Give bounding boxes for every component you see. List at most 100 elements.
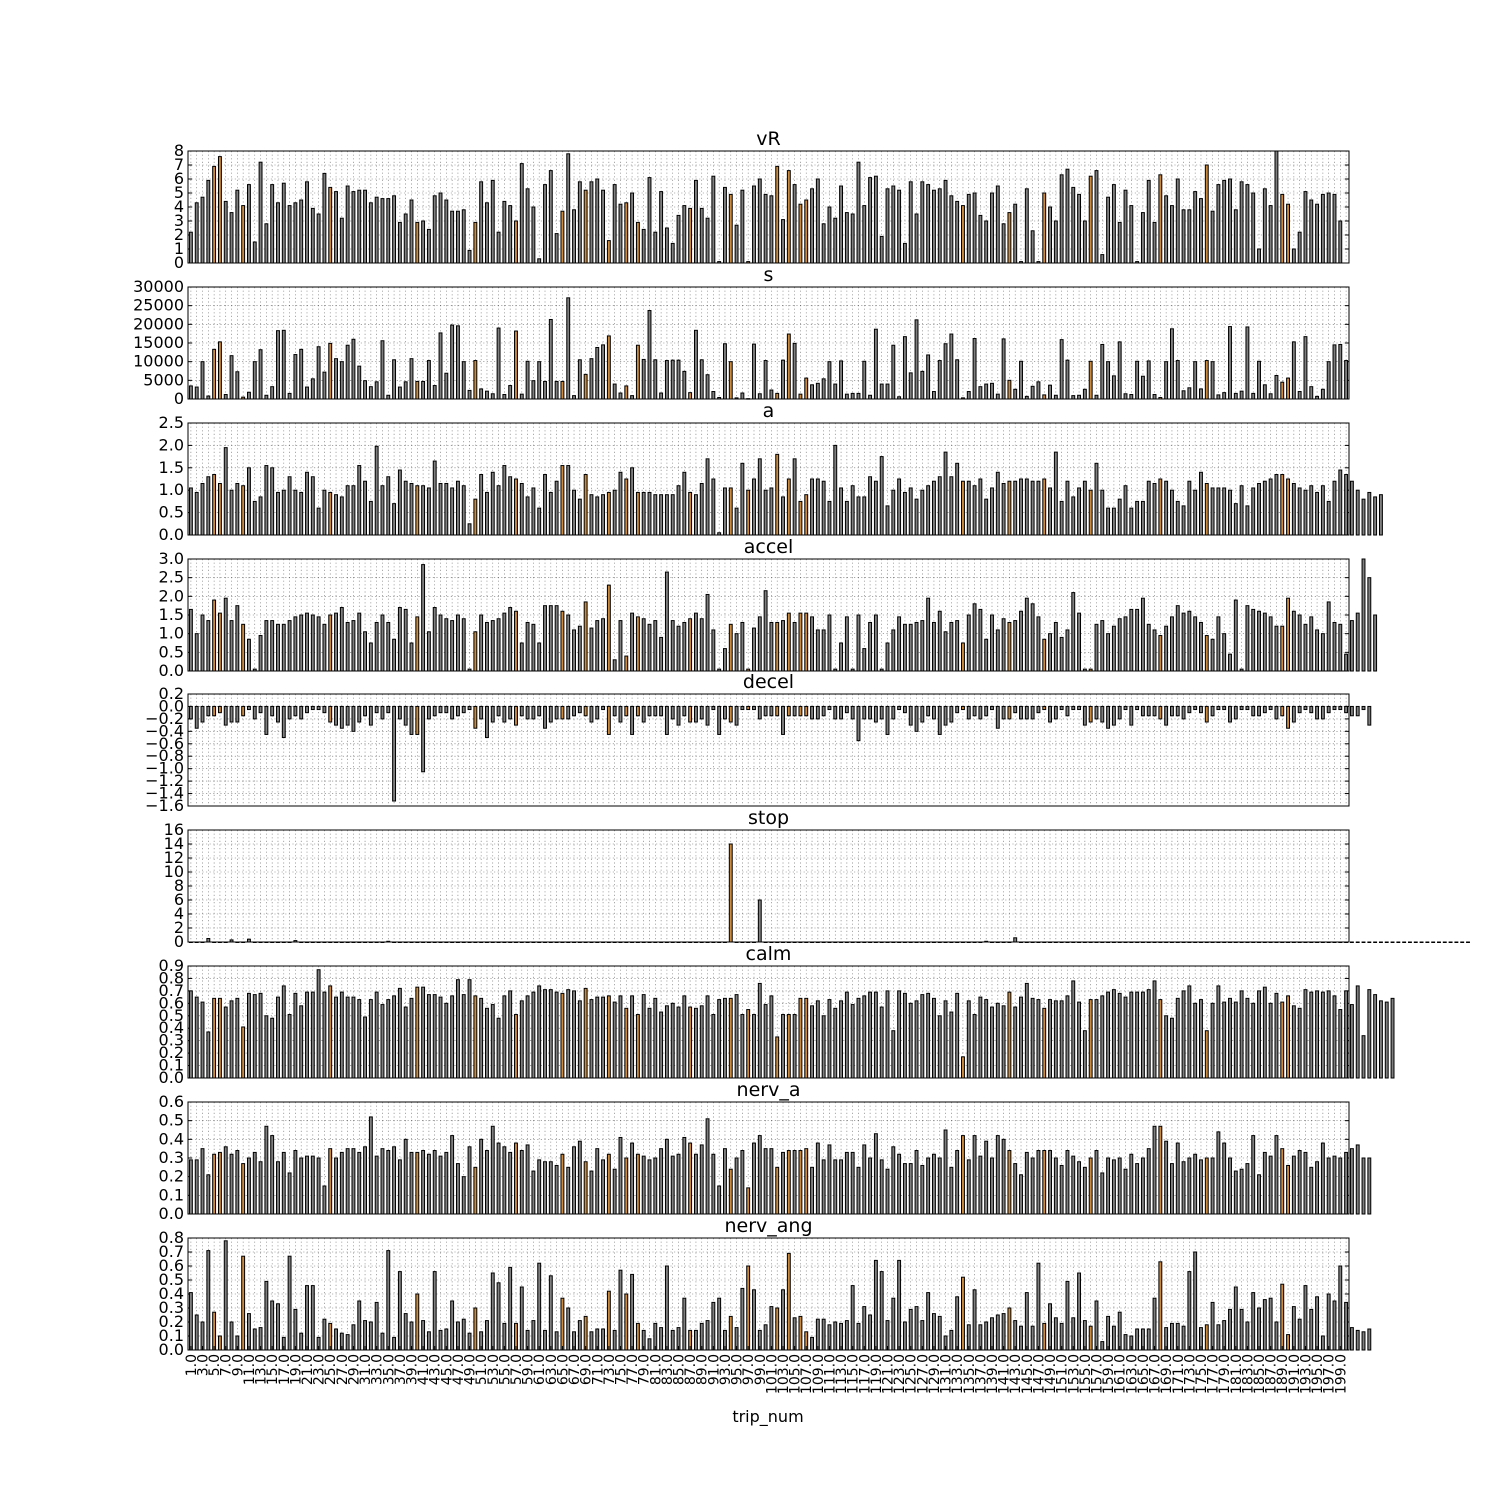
- bar: [1094, 462, 1099, 536]
- bar: [1059, 339, 1064, 400]
- bar: [682, 370, 687, 400]
- bar: [902, 992, 907, 1079]
- bar: [589, 358, 594, 400]
- bar: [502, 995, 507, 1079]
- bar: [531, 487, 536, 536]
- bar: [467, 523, 472, 536]
- y-tick-label: 2.0: [159, 586, 184, 605]
- bar: [891, 489, 896, 536]
- bar: [1233, 392, 1238, 400]
- bar: [966, 1000, 971, 1079]
- y-tick-label: 0.5: [159, 1006, 184, 1025]
- bar: [1129, 705, 1134, 726]
- bar: [1140, 375, 1145, 400]
- bar: [496, 1142, 501, 1215]
- bar: [444, 705, 449, 714]
- bar: [1245, 184, 1250, 264]
- bar: [247, 638, 251, 672]
- bar: [1361, 1035, 1366, 1079]
- bar: [601, 1328, 606, 1351]
- bar: [270, 620, 275, 672]
- bar: [247, 1313, 251, 1351]
- bar: [1286, 377, 1290, 400]
- bar: [386, 999, 391, 1079]
- bar: [763, 193, 768, 264]
- bar: [206, 1174, 211, 1215]
- bar: [374, 991, 379, 1079]
- bar: [1228, 326, 1232, 400]
- bar: [995, 1002, 1000, 1079]
- bar: [995, 471, 1000, 536]
- bar: [363, 705, 368, 717]
- bar: [902, 1163, 907, 1215]
- bar: [1193, 1153, 1198, 1215]
- bar: [479, 997, 484, 1079]
- bar: [270, 705, 275, 717]
- bar: [328, 985, 333, 1079]
- bar: [688, 1006, 693, 1079]
- bar: [810, 384, 814, 400]
- bar: [270, 1017, 275, 1079]
- bar: [821, 705, 826, 717]
- bar: [1135, 360, 1140, 400]
- bar: [1257, 705, 1261, 717]
- bar: [1268, 705, 1273, 711]
- bar: [426, 1331, 431, 1351]
- bar: [1146, 480, 1151, 536]
- bar: [902, 491, 907, 536]
- bar: [1024, 188, 1029, 264]
- bar: [821, 480, 826, 536]
- bar: [1053, 220, 1058, 264]
- bar: [624, 705, 629, 717]
- bar: [786, 478, 791, 536]
- bar: [868, 1314, 873, 1351]
- bar: [804, 494, 809, 536]
- bar: [421, 705, 426, 773]
- bar: [821, 1318, 826, 1351]
- bar: [426, 631, 431, 672]
- bar: [310, 378, 315, 400]
- bar: [833, 444, 838, 536]
- bar: [1239, 705, 1244, 711]
- bar: [763, 590, 768, 672]
- y-tick-label: −1.2: [145, 771, 184, 790]
- bar: [1239, 1308, 1244, 1351]
- bar: [1367, 705, 1372, 726]
- bar: [293, 354, 298, 400]
- bar: [1199, 1159, 1203, 1215]
- x-tick-label: 37.0: [393, 1354, 409, 1385]
- bar: [757, 705, 762, 720]
- bar: [763, 360, 768, 400]
- bar: [682, 995, 687, 1079]
- bar: [1245, 997, 1250, 1079]
- bar: [490, 471, 495, 536]
- bar: [450, 995, 455, 1079]
- x-tick-label: 101.0: [764, 1354, 780, 1394]
- bar: [316, 213, 321, 264]
- bar: [705, 1118, 710, 1215]
- bar: [606, 240, 611, 264]
- bar: [537, 705, 542, 717]
- bar: [635, 491, 640, 536]
- bar: [862, 1306, 867, 1351]
- bar: [432, 460, 437, 536]
- bar: [798, 997, 803, 1079]
- bar: [455, 210, 460, 264]
- bar: [786, 705, 791, 717]
- bar: [647, 1159, 652, 1215]
- bar: [531, 380, 536, 400]
- bar: [1048, 487, 1052, 536]
- bar: [1007, 1307, 1012, 1351]
- bar: [1274, 1135, 1279, 1215]
- bar: [1170, 489, 1174, 536]
- bar: [926, 1157, 931, 1215]
- bar: [844, 393, 849, 400]
- bar: [1013, 1163, 1018, 1215]
- bar: [1378, 494, 1383, 536]
- bar: [624, 655, 629, 672]
- bar: [519, 163, 524, 264]
- bar: [763, 1004, 768, 1079]
- bar: [653, 359, 658, 400]
- bar: [496, 618, 501, 672]
- bar: [397, 705, 402, 720]
